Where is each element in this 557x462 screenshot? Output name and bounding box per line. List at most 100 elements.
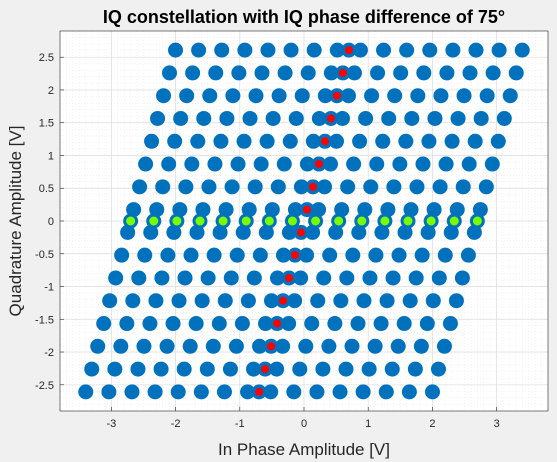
constellation-point xyxy=(401,384,417,400)
constellation-point xyxy=(196,110,212,126)
constellation-point xyxy=(153,361,169,377)
y-tick-label: -2 xyxy=(44,347,54,359)
constellation-point xyxy=(419,316,435,332)
q-axis-point xyxy=(267,342,276,351)
constellation-point xyxy=(182,338,198,354)
axis-ticks: -3 -2 -1 0 1 2 3 -2.5 -2 -1.5 -1 -0.5 0 0.5 1 1.5 2 2.5 xyxy=(35,52,500,430)
i-axis-point xyxy=(357,216,367,226)
y-tick-label: 1 xyxy=(48,150,54,162)
constellation-point xyxy=(332,384,348,400)
constellation-point xyxy=(102,293,118,309)
constellation-point xyxy=(317,179,333,195)
constellation-point xyxy=(205,338,221,354)
constellation-point xyxy=(338,361,354,377)
constellation-point xyxy=(437,247,453,263)
i-axis-point xyxy=(172,216,182,226)
constellation-point xyxy=(107,361,123,377)
constellation-point xyxy=(300,65,316,81)
x-tick-label: -3 xyxy=(106,418,116,430)
constellation-point xyxy=(150,110,166,126)
constellation-point xyxy=(138,156,154,172)
constellation-point xyxy=(208,65,224,81)
constellation-point xyxy=(375,133,391,149)
constellation-point xyxy=(275,247,291,263)
constellation-point xyxy=(259,133,275,149)
constellation-point xyxy=(438,156,454,172)
constellation-point xyxy=(165,316,181,332)
constellation-point xyxy=(78,384,94,400)
constellation-point xyxy=(168,42,184,58)
constellation-point xyxy=(445,42,461,58)
constellation-point xyxy=(162,65,178,81)
constellation-point xyxy=(240,384,256,400)
constellation-point xyxy=(206,247,222,263)
constellation-point xyxy=(415,156,431,172)
constellation-point xyxy=(195,202,211,218)
constellation-point xyxy=(193,384,209,400)
constellation-point xyxy=(317,88,333,104)
constellation-point xyxy=(277,65,293,81)
constellation-point xyxy=(328,224,344,240)
constellation-point xyxy=(161,156,177,172)
constellation-point xyxy=(461,156,477,172)
constellation-point xyxy=(356,293,372,309)
i-axis-point xyxy=(264,216,274,226)
constellation-point xyxy=(159,338,175,354)
constellation-point xyxy=(345,247,361,263)
i-axis-point xyxy=(149,216,159,226)
constellation-point xyxy=(455,179,471,195)
constellation-point xyxy=(485,65,501,81)
q-axis-point xyxy=(308,182,317,191)
q-axis-point xyxy=(255,387,264,396)
y-tick-label: -0.5 xyxy=(35,249,54,261)
constellation-point xyxy=(252,247,268,263)
constellation-point xyxy=(231,65,247,81)
constellation-point xyxy=(442,316,458,332)
constellation-point xyxy=(496,110,512,126)
constellation-point xyxy=(248,88,264,104)
constellation-point xyxy=(385,270,401,286)
constellation-point xyxy=(130,361,146,377)
constellation-point xyxy=(160,247,176,263)
constellation-point xyxy=(242,110,258,126)
constellation-point xyxy=(191,42,207,58)
constellation-point xyxy=(305,224,321,240)
constellation-point xyxy=(143,224,159,240)
constellation-point xyxy=(421,133,437,149)
i-axis-point xyxy=(241,216,251,226)
constellation-point xyxy=(271,88,287,104)
y-tick-label: 2 xyxy=(48,85,54,97)
constellation-point xyxy=(398,133,414,149)
constellation-point xyxy=(211,316,227,332)
constellation-point xyxy=(184,156,200,172)
constellation-point xyxy=(189,224,205,240)
constellation-point xyxy=(258,224,274,240)
constellation-point xyxy=(276,156,292,172)
constellation-point xyxy=(380,202,396,218)
constellation-point xyxy=(422,42,438,58)
constellation-point xyxy=(393,65,409,81)
constellation-point xyxy=(460,247,476,263)
constellation-point xyxy=(292,361,308,377)
constellation-point xyxy=(407,361,423,377)
constellation-point xyxy=(172,202,188,218)
constellation-point xyxy=(396,316,412,332)
constellation-point xyxy=(298,338,314,354)
constellation-point xyxy=(414,247,430,263)
constellation-point xyxy=(391,247,407,263)
constellation-point xyxy=(246,270,262,286)
i-axis-point xyxy=(218,216,228,226)
constellation-point xyxy=(358,110,374,126)
constellation-point xyxy=(137,247,153,263)
constellation-point xyxy=(218,202,234,218)
constellation-point xyxy=(299,156,315,172)
constellation-point xyxy=(183,247,199,263)
y-tick-label: 2.5 xyxy=(39,52,54,64)
constellation-point xyxy=(90,338,106,354)
constellation-point xyxy=(230,156,246,172)
constellation-point xyxy=(425,293,441,309)
constellation-point xyxy=(166,224,182,240)
constellation-point xyxy=(311,110,327,126)
constellation-point xyxy=(282,133,298,149)
